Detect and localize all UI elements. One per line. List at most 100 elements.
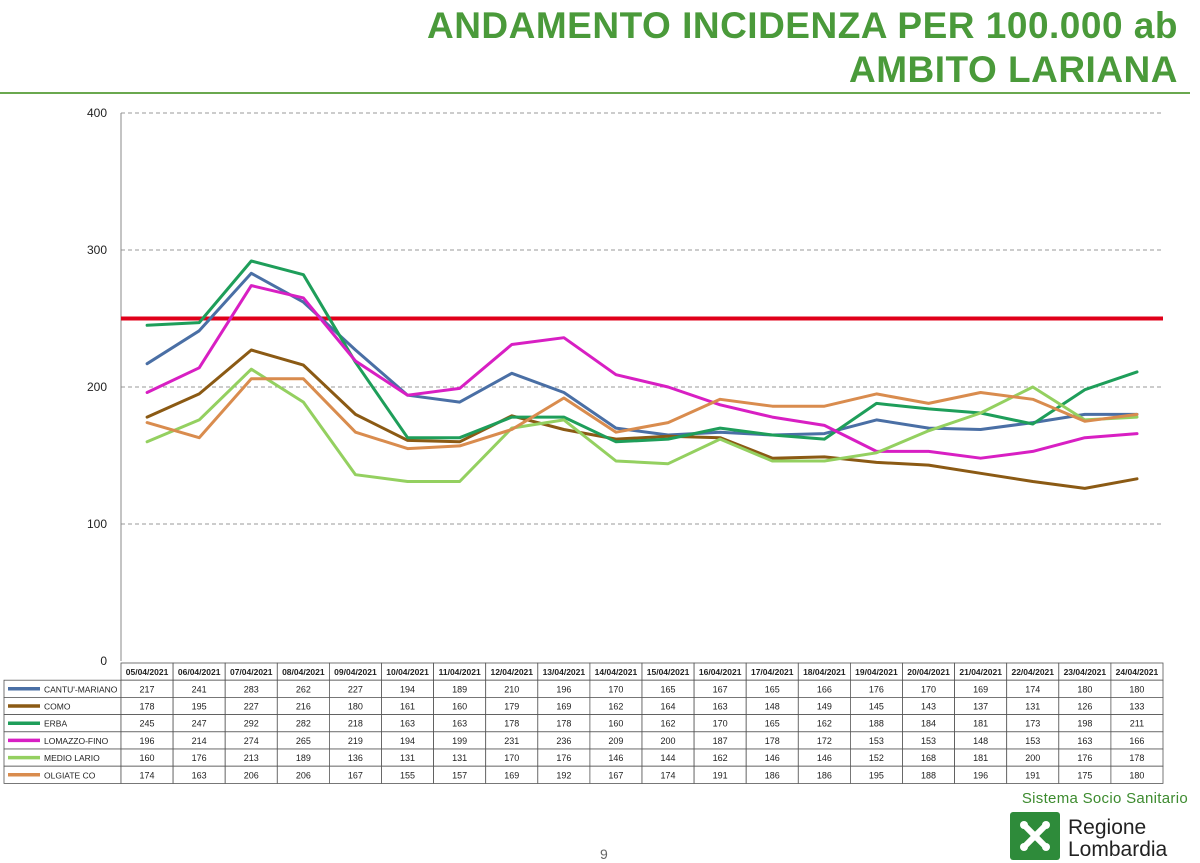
data-label: 153 [921, 736, 936, 746]
data-label: 176 [192, 753, 207, 763]
data-label: 214 [192, 736, 207, 746]
data-label: 166 [817, 684, 832, 694]
title-divider [0, 92, 1190, 94]
data-label: 209 [608, 736, 623, 746]
data-label: 178 [556, 719, 571, 729]
data-label: 292 [244, 719, 259, 729]
data-label: 247 [192, 719, 207, 729]
data-label: 191 [1025, 770, 1040, 780]
data-label: 163 [1077, 736, 1092, 746]
data-label: 126 [1077, 702, 1092, 712]
x-tick-label: 20/04/2021 [907, 667, 950, 677]
data-label: 160 [452, 702, 467, 712]
data-label: 194 [400, 684, 415, 694]
data-label: 186 [817, 770, 832, 780]
data-label: 178 [140, 702, 155, 712]
data-label: 157 [452, 770, 467, 780]
data-label: 265 [296, 736, 311, 746]
data-label: 153 [1025, 736, 1040, 746]
data-label: 189 [296, 753, 311, 763]
data-label: 192 [556, 770, 571, 780]
data-label: 219 [348, 736, 363, 746]
data-label: 196 [140, 736, 155, 746]
data-label: 163 [452, 719, 467, 729]
data-label: 282 [296, 719, 311, 729]
data-label: 189 [452, 684, 467, 694]
data-label: 175 [1077, 770, 1092, 780]
data-label: 188 [869, 719, 884, 729]
x-tick-label: 15/04/2021 [647, 667, 690, 677]
x-tick-label: 11/04/2021 [439, 667, 481, 677]
data-label: 136 [348, 753, 363, 763]
y-tick-label: 100 [87, 517, 107, 531]
data-label: 216 [296, 702, 311, 712]
data-label: 170 [608, 684, 623, 694]
legend-label: ERBA [44, 719, 67, 729]
data-label: 180 [1077, 684, 1092, 694]
data-label: 161 [400, 702, 415, 712]
x-tick-label: 05/04/2021 [126, 667, 169, 677]
data-label: 274 [244, 736, 259, 746]
data-label: 167 [348, 770, 363, 780]
data-label: 146 [817, 753, 832, 763]
data-label: 200 [661, 736, 676, 746]
x-tick-label: 17/04/2021 [751, 667, 794, 677]
data-label: 174 [661, 770, 676, 780]
data-label: 200 [1025, 753, 1040, 763]
table-cell [1110, 765, 1164, 784]
data-label: 196 [973, 770, 988, 780]
series-line [145, 367, 1139, 483]
data-label: 180 [1129, 770, 1144, 780]
data-label: 227 [244, 702, 259, 712]
data-label: 262 [296, 684, 311, 694]
data-label: 162 [608, 702, 623, 712]
legend-label: CANTU'-MARIANO [44, 684, 118, 694]
data-label: 231 [504, 736, 519, 746]
y-tick-label: 200 [87, 380, 107, 394]
data-label: 162 [713, 753, 728, 763]
data-label: 162 [661, 719, 676, 729]
y-tick-label: 0 [100, 654, 107, 668]
data-label: 137 [973, 702, 988, 712]
page-number: 9 [600, 846, 608, 862]
data-label: 165 [661, 684, 676, 694]
data-label: 146 [765, 753, 780, 763]
data-label: 195 [192, 702, 207, 712]
data-label: 196 [556, 684, 571, 694]
data-label: 166 [1129, 736, 1144, 746]
x-tick-label: 13/04/2021 [543, 667, 586, 677]
x-tick-label: 18/04/2021 [803, 667, 846, 677]
title-line-1: ANDAMENTO INCIDENZA PER 100.000 ab [426, 5, 1178, 46]
data-label: 206 [296, 770, 311, 780]
data-label: 194 [400, 736, 415, 746]
x-tick-label: 12/04/2021 [490, 667, 533, 677]
data-label: 160 [608, 719, 623, 729]
y-tick-label: 300 [87, 243, 107, 257]
data-label: 236 [556, 736, 571, 746]
series-line [145, 284, 1139, 460]
data-label: 170 [921, 684, 936, 694]
data-label: 217 [140, 684, 155, 694]
data-label: 165 [765, 719, 780, 729]
data-label: 148 [973, 736, 988, 746]
x-tick-label: 10/04/2021 [386, 667, 429, 677]
data-label: 169 [556, 702, 571, 712]
data-label: 153 [869, 736, 884, 746]
data-label: 199 [452, 736, 467, 746]
legend-label: MEDIO LARIO [44, 753, 100, 763]
data-label: 176 [1077, 753, 1092, 763]
data-label: 180 [1129, 684, 1144, 694]
data-label: 178 [504, 719, 519, 729]
data-label: 167 [608, 770, 623, 780]
data-label: 180 [348, 702, 363, 712]
data-label: 145 [869, 702, 884, 712]
data-label: 176 [869, 684, 884, 694]
page-title: ANDAMENTO INCIDENZA PER 100.000 ab AMBIT… [427, 4, 1178, 92]
series-line [145, 348, 1139, 490]
data-label: 179 [504, 702, 519, 712]
data-label: 211 [1130, 719, 1144, 729]
data-label: 146 [608, 753, 623, 763]
data-label: 178 [765, 736, 780, 746]
data-label: 168 [921, 753, 936, 763]
footer-organization: Sistema Socio Sanitario [1021, 790, 1188, 807]
